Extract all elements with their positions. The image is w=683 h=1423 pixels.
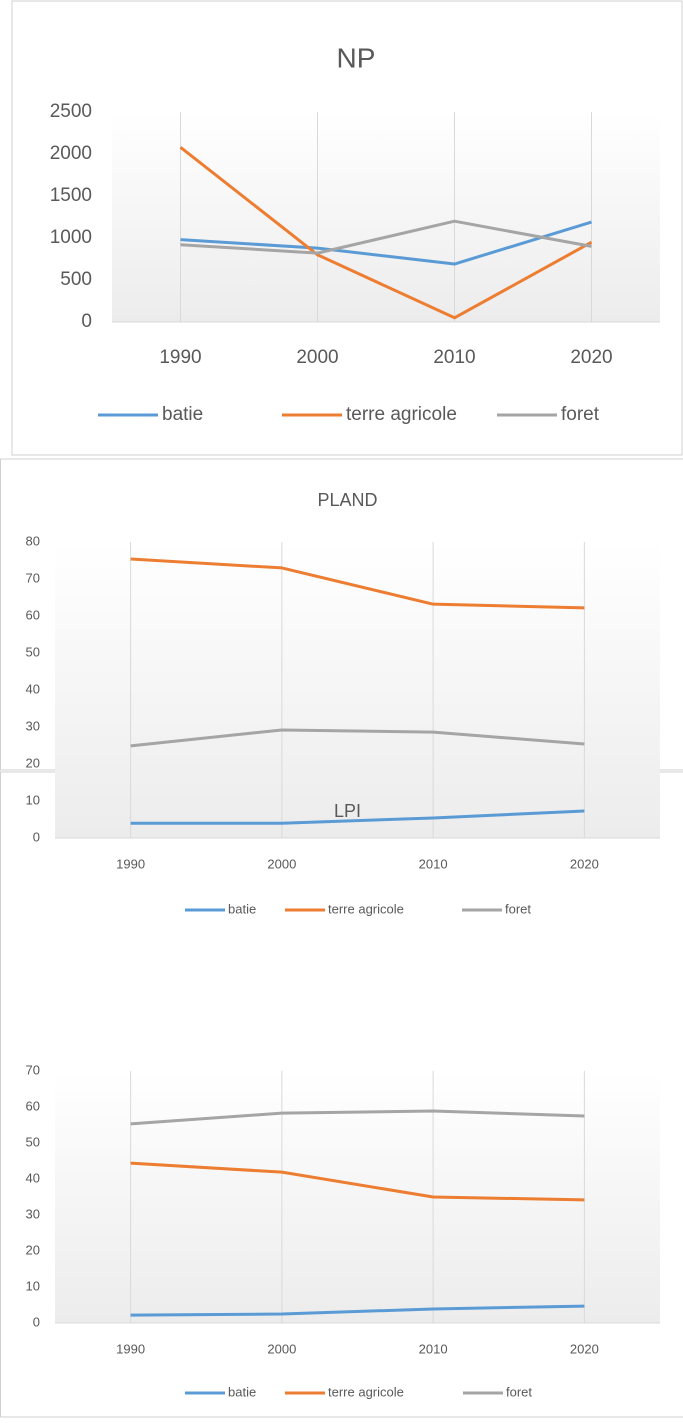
x-tick-label: 1990: [116, 1341, 145, 1356]
y-tick-label: 10: [26, 1278, 40, 1293]
legend-label: foret: [505, 901, 531, 916]
y-tick-label: 0: [33, 829, 40, 844]
legend-label: terre agricole: [328, 1384, 404, 1399]
x-tick-label: 2020: [570, 856, 599, 871]
y-tick-label: 60: [26, 607, 40, 622]
x-tick-label: 1990: [116, 856, 145, 871]
y-tick-label: 40: [26, 681, 40, 696]
legend-label: batie: [162, 404, 203, 425]
y-tick-label: 1500: [50, 185, 92, 206]
chart-title: LPI: [334, 801, 361, 821]
chart-title: PLAND: [317, 490, 377, 510]
x-tick-label: 2010: [419, 1341, 448, 1356]
x-tick-label: 2010: [419, 856, 448, 871]
plot-area: [112, 112, 660, 322]
legend-label: batie: [228, 901, 256, 916]
y-tick-label: 70: [26, 1062, 40, 1077]
x-tick-label: 2020: [570, 347, 612, 368]
y-tick-label: 20: [26, 755, 40, 770]
y-tick-label: 70: [26, 570, 40, 585]
y-tick-label: 20: [26, 1242, 40, 1257]
legend-label: foret: [506, 1384, 532, 1399]
y-tick-label: 50: [26, 644, 40, 659]
plot-area: [55, 1071, 660, 1323]
y-tick-label: 40: [26, 1170, 40, 1185]
y-tick-label: 1000: [50, 227, 92, 248]
y-tick-label: 2500: [50, 101, 92, 122]
x-tick-label: 2020: [570, 1341, 599, 1356]
y-tick-label: 10: [26, 792, 40, 807]
legend-label: terre agricole: [328, 901, 404, 916]
x-tick-label: 1990: [159, 347, 201, 368]
y-tick-label: 500: [60, 269, 92, 290]
legend-label: batie: [228, 1384, 256, 1399]
y-tick-label: 80: [26, 533, 40, 548]
x-tick-label: 2000: [267, 856, 296, 871]
x-tick-label: 2000: [267, 1341, 296, 1356]
y-tick-label: 0: [81, 311, 92, 332]
legend-label: terre agricole: [346, 404, 457, 425]
y-tick-label: 30: [26, 718, 40, 733]
chart-title: NP: [337, 42, 376, 73]
y-tick-label: 2000: [50, 143, 92, 164]
y-tick-label: 30: [26, 1206, 40, 1221]
y-tick-label: 50: [26, 1134, 40, 1149]
x-tick-label: 2000: [296, 347, 338, 368]
x-tick-label: 2010: [433, 347, 475, 368]
y-tick-label: 60: [26, 1098, 40, 1113]
y-tick-label: 0: [33, 1314, 40, 1329]
legend-label: foret: [561, 404, 600, 425]
